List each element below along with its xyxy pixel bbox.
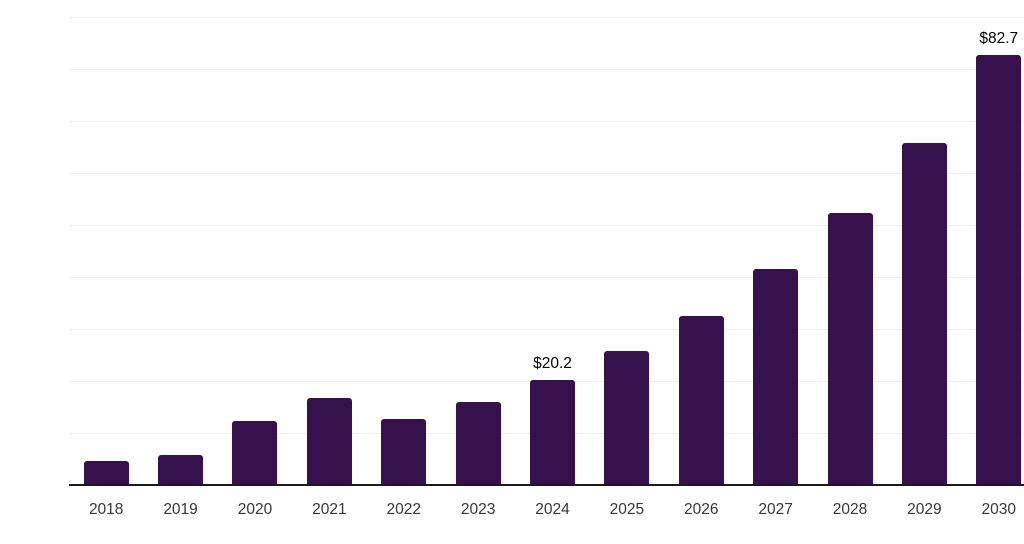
bar-2028 (827, 212, 873, 485)
x-axis-label-2030: 2030 (981, 501, 1017, 518)
bar-2022 (381, 418, 427, 485)
bar-value-label-2024: $20.2 (533, 354, 572, 372)
bar-2029 (901, 142, 947, 485)
bar-2019 (158, 454, 204, 485)
bar-2024 (530, 379, 575, 485)
bar-2023 (455, 401, 501, 485)
bar-2030 (976, 54, 1022, 485)
x-axis-label-2023: 2023 (460, 501, 496, 518)
x-axis-label-2027: 2027 (758, 501, 793, 518)
x-axis-label-2018: 2018 (88, 501, 124, 518)
x-axis-label-2021: 2021 (312, 501, 347, 518)
bar-2026 (678, 316, 724, 485)
x-axis-label-2024: 2024 (535, 501, 570, 518)
x-axis-label-2029: 2029 (907, 501, 942, 518)
gridline (69, 329, 1024, 330)
gridline (69, 17, 1024, 18)
gridline (69, 173, 1024, 174)
gridline (69, 277, 1024, 278)
gridline (69, 121, 1024, 122)
x-axis-label-2019: 2019 (163, 501, 198, 518)
bar-2020 (232, 421, 278, 485)
bar-2027 (753, 269, 799, 485)
gridline (69, 69, 1024, 70)
x-axis-label-2028: 2028 (832, 501, 868, 518)
x-axis-label-2022: 2022 (386, 501, 421, 518)
bar-value-label-2030: $82.7 (979, 29, 1019, 47)
x-axis-line (69, 484, 1024, 486)
gridline (69, 225, 1024, 226)
x-axis-label-2020: 2020 (237, 501, 273, 518)
x-axis-label-2025: 2025 (609, 501, 645, 518)
bar-2021 (306, 398, 352, 485)
x-axis-label-2026: 2026 (684, 501, 719, 518)
bar-2018 (83, 461, 129, 485)
bar-2025 (604, 350, 650, 485)
bar-chart: $20.2 $82.7 2018 2019 2020 2021 2022 2023 2024 2… (40, 16, 1024, 528)
